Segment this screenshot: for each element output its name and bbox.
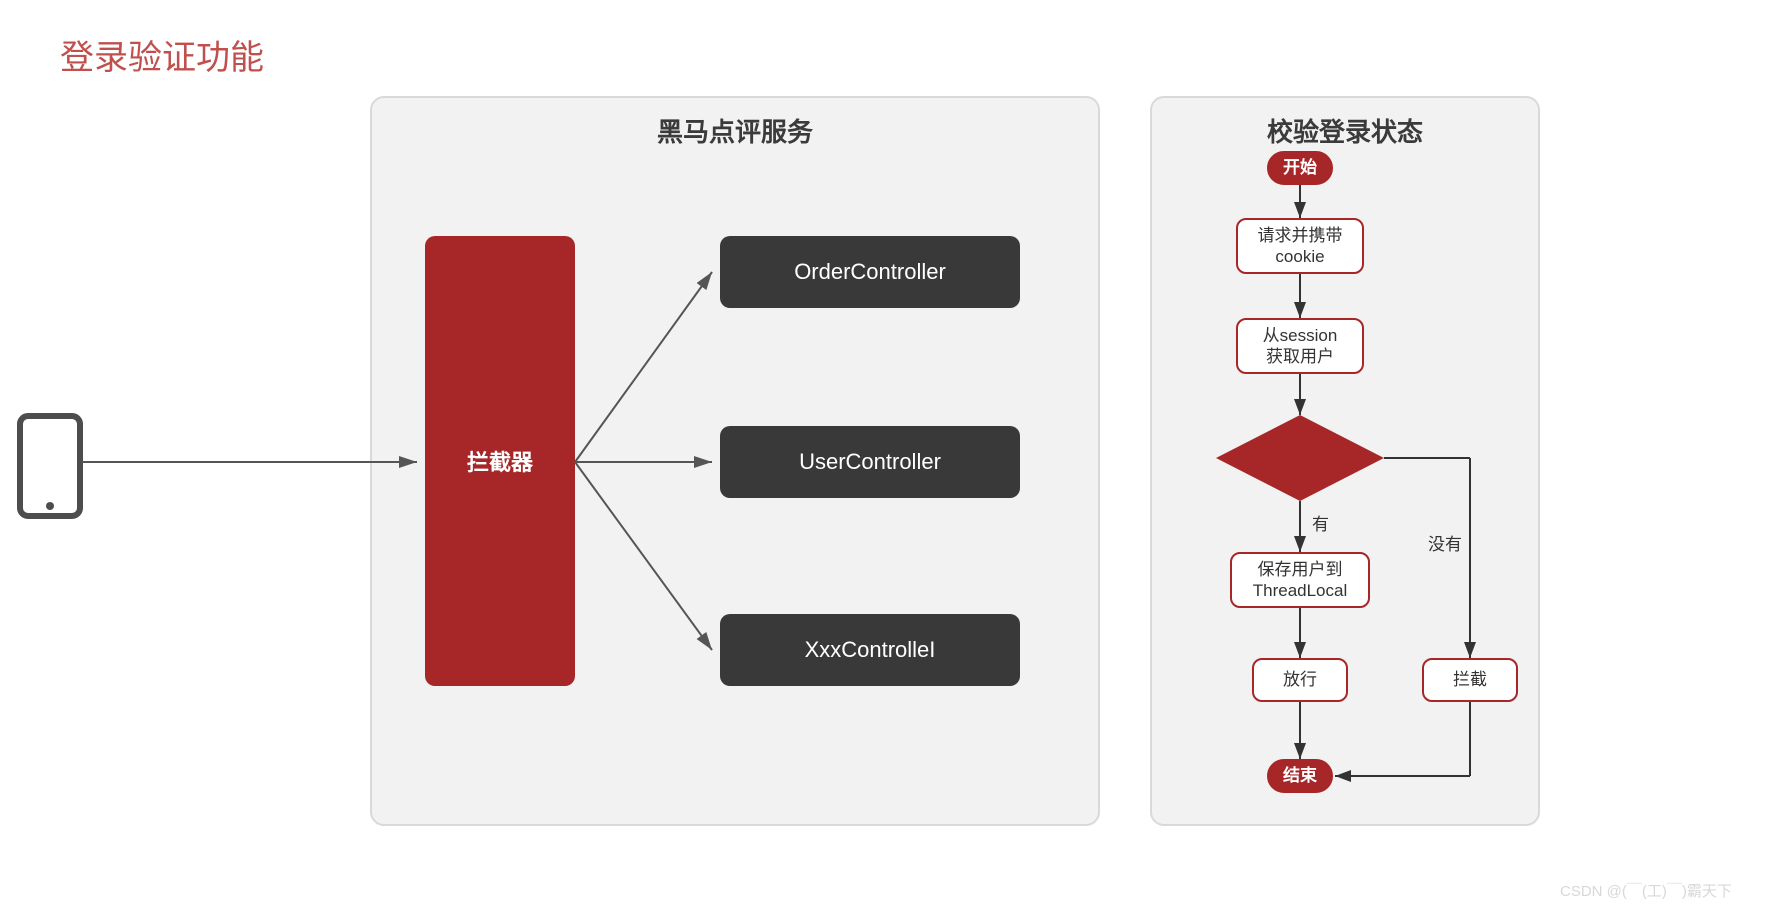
flow-node-end: 结束	[1267, 759, 1333, 793]
flow-panel-title: 校验登录状态	[1152, 112, 1538, 149]
flow-edge-label-yes: 有	[1312, 510, 1329, 535]
service-panel-title: 黑马点评服务	[372, 112, 1098, 149]
controller-node-1: UserController	[720, 426, 1020, 498]
interceptor-node: 拦截器	[425, 236, 575, 686]
flow-node-start: 开始	[1267, 151, 1333, 185]
flow-decision-label-decision: 判断用户是否存在	[1216, 415, 1384, 501]
flow-node-cookie: 请求并携带cookie	[1236, 218, 1364, 274]
flow-node-block: 拦截	[1422, 658, 1518, 702]
flow-node-pass: 放行	[1252, 658, 1348, 702]
watermark: CSDN @(￣(工)￣)霸天下	[1560, 880, 1732, 901]
flow-node-save: 保存用户到ThreadLocal	[1230, 552, 1370, 608]
flow-edge-label-no: 没有	[1428, 530, 1462, 555]
controller-node-2: XxxControlleI	[720, 614, 1020, 686]
page-title: 登录验证功能	[60, 30, 264, 79]
controller-node-0: OrderController	[720, 236, 1020, 308]
interceptor-label: 拦截器	[467, 445, 533, 477]
flow-node-session: 从session获取用户	[1236, 318, 1364, 374]
